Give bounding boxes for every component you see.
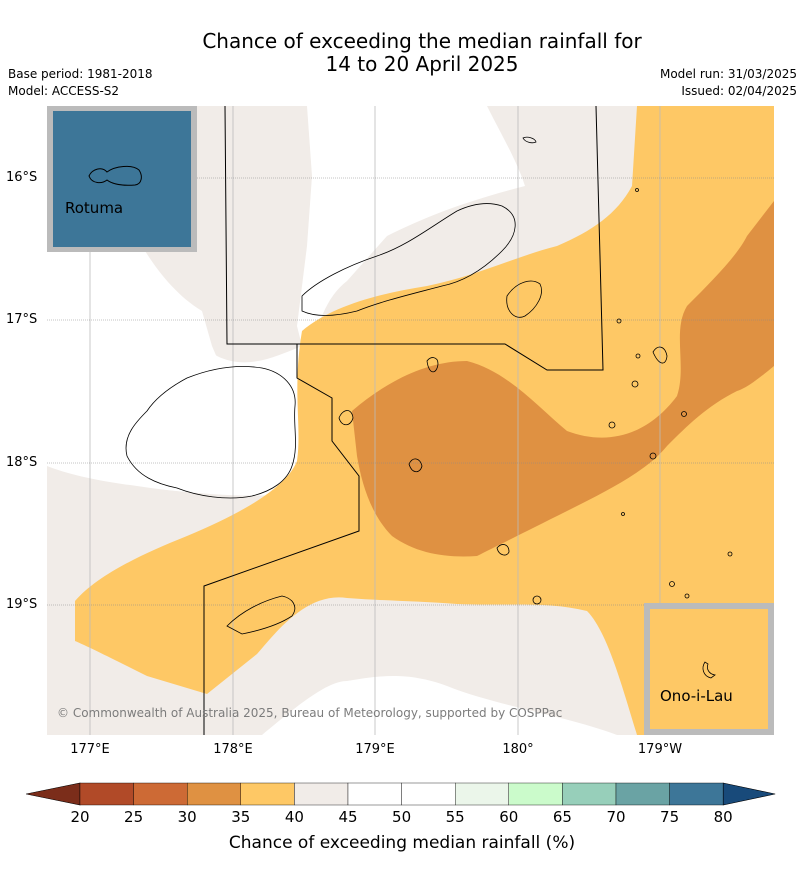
colorbar-segment xyxy=(347,782,402,806)
colorbar-tick-label: 30 xyxy=(177,808,197,826)
copyright-text: © Commonwealth of Australia 2025, Bureau… xyxy=(57,706,563,720)
colorbar-tick-label: 25 xyxy=(124,808,144,826)
lon-label-179w: 179°W xyxy=(637,742,683,757)
colorbar-extend-high xyxy=(722,782,776,806)
colorbar-tick-label: 55 xyxy=(445,808,465,826)
colorbar-tick-label: 80 xyxy=(713,808,733,826)
islands xyxy=(125,136,733,635)
inset-ono-i-lau xyxy=(644,603,774,735)
meta-right: Model run: 31/03/2025 Issued: 02/04/2025 xyxy=(660,66,797,100)
island-ovalau xyxy=(338,410,354,426)
lon-label-179e: 179°E xyxy=(355,742,395,757)
island-moala xyxy=(496,544,510,556)
island-vanua-levu xyxy=(301,203,516,316)
colorbar-segment xyxy=(401,782,456,806)
region-white-south xyxy=(262,676,617,735)
colorbar-segment xyxy=(294,782,349,806)
colorbar-segment xyxy=(615,782,670,806)
title-line-1: Chance of exceeding the median rainfall … xyxy=(202,29,642,53)
lat-label-18s: 18°S xyxy=(6,455,38,470)
ono-i-lau-island-outline xyxy=(702,661,716,679)
colorbar-tick-label: 35 xyxy=(231,808,251,826)
colorbar xyxy=(26,782,776,806)
lat-label-19s: 19°S xyxy=(6,597,38,612)
island-kadavu xyxy=(226,595,296,635)
colorbar-tick-label: 20 xyxy=(70,808,90,826)
rotuma-island-outline xyxy=(88,165,142,186)
colorbar-segment xyxy=(133,782,188,806)
island-gau xyxy=(408,458,423,473)
region-white-west xyxy=(47,106,525,494)
lon-label-180: 180° xyxy=(502,742,534,757)
colorbar-extend-low xyxy=(26,782,81,806)
colorbar-segment xyxy=(669,782,724,806)
colorbar-tick-label: 75 xyxy=(660,808,680,826)
lat-label-17s: 17°S xyxy=(6,312,38,327)
colorbar-segment xyxy=(240,782,295,806)
colorbar-tick-label: 50 xyxy=(392,808,412,826)
colorbar-tick-label: 40 xyxy=(284,808,304,826)
map-title: Chance of exceeding the median rainfall … xyxy=(0,30,804,76)
colorbar-segment xyxy=(79,782,134,806)
colorbar-label: Chance of exceeding median rainfall (%) xyxy=(228,833,576,853)
lon-label-177e: 177°E xyxy=(70,742,110,757)
boundary-lines xyxy=(203,106,604,735)
base-period-text: Base period: 1981-2018 xyxy=(8,67,153,81)
island-taveuni xyxy=(506,280,542,318)
lon-label-178e: 178°E xyxy=(213,742,253,757)
colorbar-segment xyxy=(508,782,563,806)
colorbar-tick-label: 65 xyxy=(552,808,572,826)
island-koro xyxy=(426,357,439,373)
model-text: Model: ACCESS-S2 xyxy=(8,84,120,98)
colorbar-segment xyxy=(186,782,241,806)
inset-label-rotuma: Rotuma xyxy=(65,199,124,217)
issued-text: Issued: 02/04/2025 xyxy=(681,84,797,98)
model-run-text: Model run: 31/03/2025 xyxy=(659,67,797,81)
island-lakeba xyxy=(652,346,668,364)
colorbar-tick-label: 70 xyxy=(606,808,626,826)
region-30-35 xyxy=(352,201,774,557)
island-rotuma-small xyxy=(522,136,537,144)
colorbar-segment xyxy=(562,782,617,806)
title-line-2: 14 to 20 April 2025 xyxy=(325,52,519,76)
colorbar-tick-label: 45 xyxy=(338,808,358,826)
island-viti-levu xyxy=(125,366,296,499)
lat-label-16s: 16°S xyxy=(6,170,38,185)
rainfall-map xyxy=(47,106,774,735)
inset-rotuma xyxy=(47,106,197,252)
colorbar-tick-label: 60 xyxy=(499,808,519,826)
meta-left: Base period: 1981-2018 Model: ACCESS-S2 xyxy=(8,66,153,100)
colorbar-segment xyxy=(455,782,510,806)
inset-label-ono-i-lau: Ono-i-Lau xyxy=(660,687,733,705)
